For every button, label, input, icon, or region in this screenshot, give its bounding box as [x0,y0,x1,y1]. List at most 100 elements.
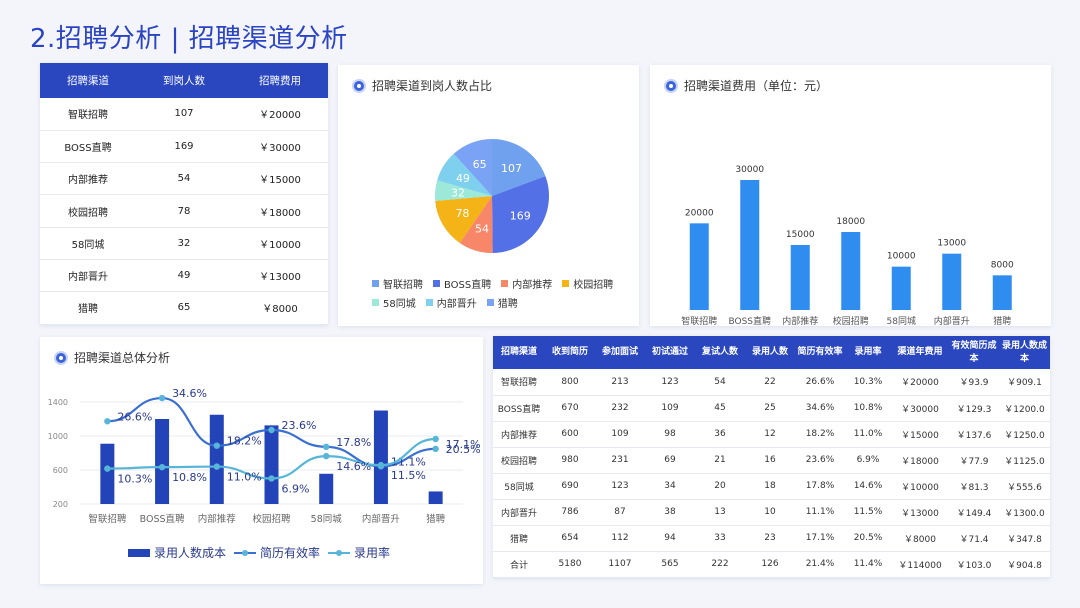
table-cell: 校园招聘 [493,447,545,474]
table-row: BOSS直聘 169 ￥30000 [40,130,328,164]
legend-swatch [433,280,440,287]
table-cell: 20.5% [845,525,891,552]
table-cell: 猎聘 [493,525,545,552]
table-cell: 126 [745,551,795,578]
pie-slice-label: 49 [456,172,470,185]
table-cell: 内部晋升 [493,499,545,526]
pie-slice-label: 65 [473,158,487,171]
legend-swatch [425,299,433,306]
line-point [323,443,330,451]
line-point [323,452,330,460]
table-cell: 49 [136,259,232,293]
pie-slice [492,139,546,196]
table-row: 内部晋升 786 87 38 13 10 11.1% 11.5% ￥13000 ￥149.4 ￥13… [493,499,1050,526]
x-tick-label: BOSS直聘 [140,513,185,525]
bullet-icon [666,80,676,91]
bar [841,232,861,310]
table-cell: ￥1300.0 [999,499,1050,526]
table-cell: ￥1200.0 [999,395,1050,422]
bar-value-label: 18000 [836,217,865,227]
legend-label: 录用人数成本 [154,545,226,560]
pie-slice-label: 78 [455,207,469,220]
table-cell: 94 [645,525,695,552]
legend-swatch [501,280,509,287]
table-cell: ￥81.3 [949,473,999,500]
table-cell: ￥129.3 [949,395,999,422]
x-tick-label: 内部晋升 [362,513,401,525]
table-cell: 78 [136,194,232,228]
combo-bar [155,419,170,504]
pie-chart-card: 招聘渠道到岗人数占比 107 169 54 78 32 49 65 智联招聘 BOSS直聘 内部… [338,65,639,326]
line-point [158,463,166,471]
table-cell: 690 [545,473,595,500]
table-row: 猎聘 65 ￥8000 [40,291,328,325]
table-cell: ￥909.1 [999,369,1050,396]
table-cell: 54 [136,162,232,196]
column-header: 参加面试 [595,336,645,369]
line-data-label: 6.9% [282,482,310,495]
pie-slice-label: 107 [501,162,522,175]
y-tick-label: 200 [53,500,68,509]
table-cell: 11.5% [845,499,891,526]
pie-slice-label: 169 [510,209,531,222]
table-cell: 123 [645,369,695,396]
table-cell: 65 [136,291,232,325]
line-data-label: 18.2% [227,435,262,448]
table-row: 内部晋升 49 ￥13000 [40,259,328,293]
x-tick-label: 校园招聘 [252,513,291,525]
table-cell: ￥10000 [232,227,328,260]
legend-item: BOSS直聘 [433,276,491,291]
table-cell: 13 [695,499,745,526]
table-cell: 232 [595,395,645,422]
table-cell: BOSS直聘 [493,395,545,422]
y-tick-label: 1000 [48,432,68,441]
table-cell: 10 [745,499,795,526]
line-data-label: 26.6% [117,410,152,423]
bar [790,245,810,310]
table-cell: 107 [136,98,232,131]
bar [992,275,1012,310]
table-cell: 69 [645,447,695,474]
column-header: 简历有效率 [795,336,845,369]
bar-value-label: 30000 [735,165,764,175]
legend-label: 智联招聘 [383,280,423,291]
x-tick-label: 智联招聘 [88,513,127,525]
legend-swatch-dot [242,550,248,556]
combo-card-title: 招聘渠道总体分析 [74,351,171,365]
bullet-icon [56,352,66,363]
column-header: 招聘渠道 [493,336,545,369]
column-header: 收到简历 [545,336,595,369]
x-tick-label: 猎聘 [426,513,446,525]
legend-label: 猎聘 [497,299,518,310]
table-cell: 565 [645,551,695,578]
table-row: 校园招聘 980 231 69 21 16 23.6% 6.9% ￥18000 ￥77.9 ￥112… [493,447,1050,474]
line-data-label: 10.3% [117,473,152,486]
table-cell: 11.4% [845,551,891,578]
pie-slice-label: 54 [475,223,489,236]
table-cell: ￥1250.0 [999,421,1050,448]
table-cell: ￥347.8 [999,525,1050,552]
combo-bar [264,425,279,504]
table-cell: ￥15000 [891,421,949,448]
table-cell: 内部推荐 [40,162,136,196]
legend-swatch [372,299,379,306]
pie-slice [453,139,492,196]
table-cell: 54 [695,369,745,396]
bar [942,253,962,310]
line-data-label: 17.8% [336,436,371,449]
combo-chart: 1400 1000 600 200 智联招聘 BOSS直聘 内部推荐 校园招聘 58同城 内部晋升… [48,387,481,560]
table-cell: 23.6% [795,447,845,474]
table-cell: 内部推荐 [493,421,545,448]
table-cell: ￥15000 [232,162,328,196]
combo-bar [373,410,388,504]
column-header: 有效简历成本 [949,336,999,369]
table-cell: 内部晋升 [40,259,136,293]
table-cell: 34.6% [795,395,845,422]
line-data-label: 10.8% [172,471,207,484]
x-tick-label: BOSS直聘 [728,315,771,325]
overall-analysis-card: 招聘渠道总体分析 1400 1000 600 200 智联招聘 BOSS直聘 内部推荐 校园招… [40,337,483,584]
pie-slice [459,196,493,253]
y-tick-label: 600 [53,466,68,475]
pie-slice [437,153,492,196]
x-tick-label: 58同城 [887,316,916,325]
